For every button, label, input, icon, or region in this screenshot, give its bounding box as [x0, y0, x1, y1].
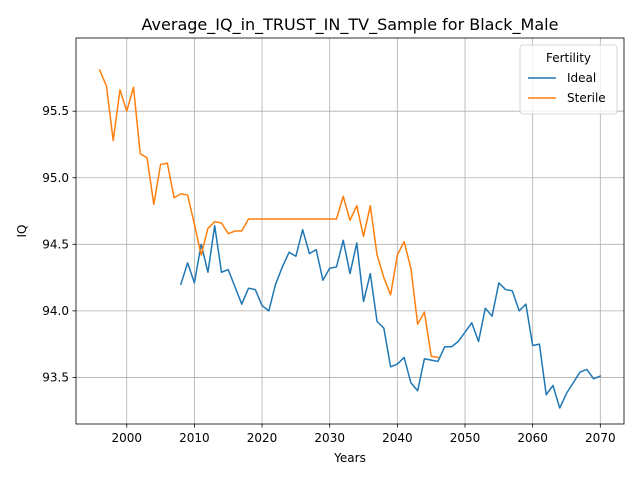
x-tick-label: 2030 — [314, 431, 345, 445]
y-tick-label: 95.0 — [42, 171, 69, 185]
y-axis-ticks: 93.5 94.0 94.5 95.0 95.5 — [42, 104, 76, 384]
chart-title: Average_IQ_in_TRUST_IN_TV_Sample for Bla… — [142, 15, 559, 35]
y-tick-label: 95.5 — [42, 104, 69, 118]
legend-label-ideal: Ideal — [567, 71, 596, 85]
y-axis-label: IQ — [15, 225, 29, 238]
legend-label-sterile: Sterile — [567, 91, 606, 105]
series-lines — [98, 68, 602, 409]
x-tick-label: 2070 — [585, 431, 616, 445]
x-axis-ticks: 2000 2010 2020 2030 2040 2050 2060 2070 — [111, 424, 616, 445]
x-tick-label: 2060 — [517, 431, 548, 445]
x-tick-label: 2020 — [247, 431, 278, 445]
y-tick-label: 93.5 — [42, 370, 69, 384]
x-tick-label: 2040 — [382, 431, 413, 445]
x-tick-label: 2010 — [179, 431, 210, 445]
y-tick-label: 94.0 — [42, 304, 69, 318]
legend: Fertility Ideal Sterile — [519, 44, 618, 115]
axes-frame — [75, 37, 625, 425]
x-tick-label: 2050 — [450, 431, 481, 445]
y-tick-label: 94.5 — [42, 237, 69, 251]
legend-title: Fertility — [546, 51, 591, 65]
x-tick-label: 2000 — [111, 431, 142, 445]
series-line-ideal — [179, 224, 602, 409]
legend-box — [519, 44, 618, 115]
series-line-sterile — [98, 68, 439, 359]
x-axis-label: Years — [333, 451, 366, 465]
